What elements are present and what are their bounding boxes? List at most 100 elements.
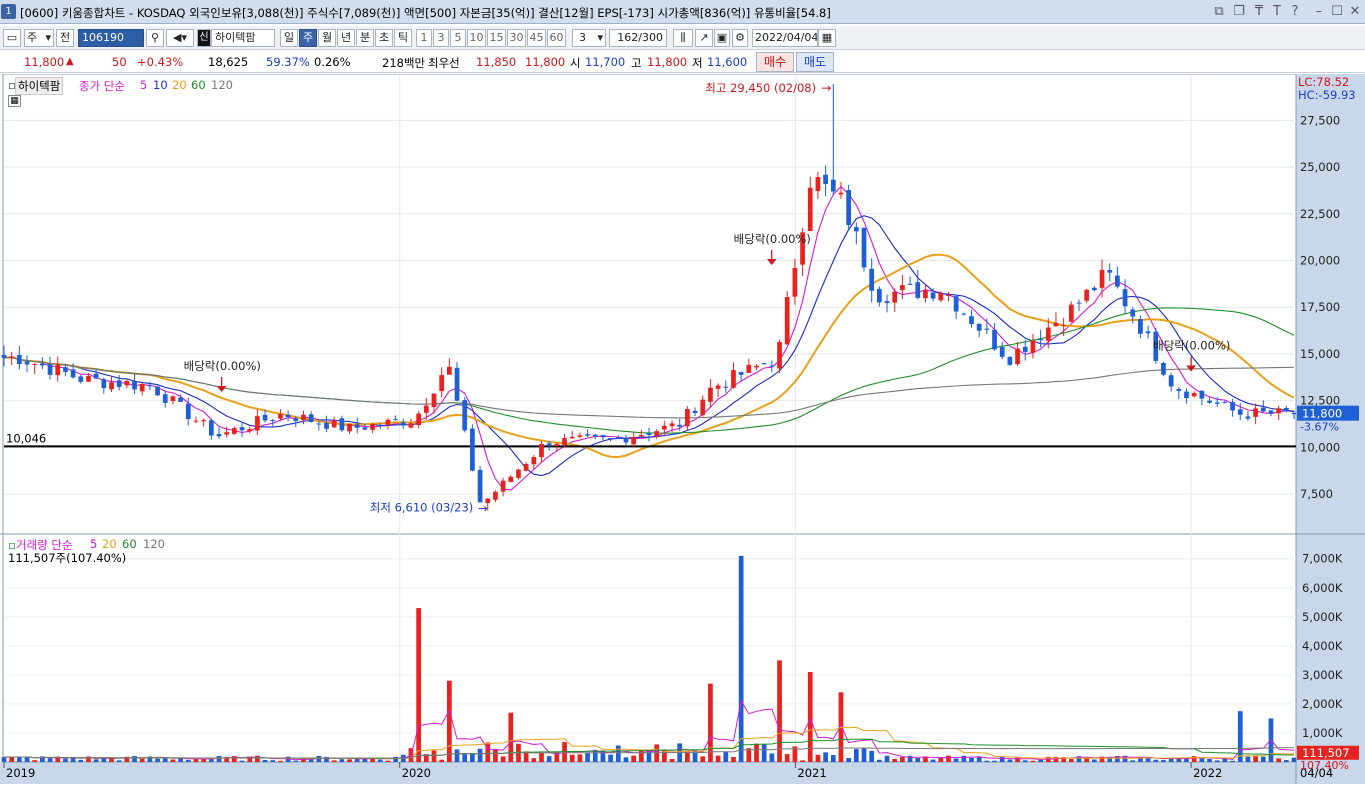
stock-code-input[interactable]: 106190 — [78, 29, 144, 47]
period-button[interactable]: 틱 — [394, 29, 412, 47]
interval-button[interactable]: 45 — [527, 29, 546, 47]
volume-bar — [631, 755, 637, 762]
volume-bar — [1245, 756, 1251, 762]
candle-body — [324, 422, 329, 429]
x-tick-label: 2021 — [797, 766, 826, 780]
x-end-label: 04/04 — [1300, 766, 1333, 780]
restore-layout-icon[interactable]: ⧉ — [1214, 4, 1224, 19]
ma10-legend: 10 — [153, 78, 168, 92]
volume-bar — [953, 758, 959, 762]
stock-type-tag: 신 — [197, 29, 211, 47]
custom-interval-select[interactable]: 3 ▾ — [572, 29, 606, 47]
search-icon[interactable]: ⚲ — [146, 29, 164, 47]
save-icon[interactable]: ▣ — [714, 29, 730, 47]
period-select[interactable]: 주 ▾ — [24, 29, 54, 47]
volume-bar — [708, 683, 713, 762]
volume-bar — [1145, 756, 1151, 762]
interval-button[interactable]: 60 — [547, 29, 566, 47]
interval-button[interactable]: 1 — [416, 29, 432, 47]
volume-bar — [55, 756, 61, 762]
candle-body — [1045, 327, 1051, 341]
candle-body — [677, 424, 683, 427]
close-icon[interactable]: ✕ — [1349, 4, 1361, 19]
volume-panel-icon[interactable]: ▫ — [8, 538, 16, 552]
interval-button[interactable]: 3 — [433, 29, 449, 47]
layout-icon[interactable]: ▭ — [3, 29, 21, 47]
candle-body — [216, 433, 222, 437]
candle-body — [792, 267, 798, 297]
period-button[interactable]: 초 — [375, 29, 393, 47]
font-icon[interactable]: T — [1273, 4, 1281, 19]
period-button[interactable]: 분 — [356, 29, 374, 47]
candle-body — [470, 428, 475, 471]
grid-icon[interactable]: ▦ — [8, 95, 21, 107]
period-button[interactable]: 주 — [299, 29, 317, 47]
candle-body — [247, 429, 253, 432]
buy-button[interactable]: 매수 — [756, 52, 794, 72]
candle-body — [139, 383, 145, 392]
maximize-icon[interactable]: ☐ — [1331, 4, 1343, 19]
period-button[interactable]: 년 — [337, 29, 355, 47]
candle-body — [1222, 401, 1228, 403]
stock-name[interactable]: 하이텍팜 — [211, 29, 275, 47]
candle-body — [462, 400, 468, 431]
volume-bar — [1230, 760, 1235, 762]
volume-bar — [16, 756, 22, 762]
draw-tool-icon[interactable]: ↗ — [695, 29, 713, 47]
interval-button[interactable]: 5 — [450, 29, 466, 47]
candle-body — [1214, 402, 1220, 404]
date-field[interactable]: 2022/04/04 — [752, 29, 818, 47]
chart-area[interactable]: 27,500 25,000 22,500 20,000 17,500 15,000 12,5… — [0, 73, 1365, 784]
minimize-icon[interactable]: – — [1315, 4, 1323, 19]
interval-button[interactable]: 15 — [487, 29, 506, 47]
calendar-icon[interactable]: ▦ — [818, 29, 836, 47]
volume-bar — [1260, 756, 1266, 762]
volume-bar — [155, 758, 160, 762]
gear-icon[interactable]: ⚙ — [732, 29, 748, 47]
period-button[interactable]: 월 — [318, 29, 336, 47]
candle-body — [370, 423, 375, 430]
candle-body — [1283, 407, 1289, 412]
volume-bar — [193, 758, 199, 762]
candle-body — [546, 443, 552, 446]
panel-toggle-icon[interactable]: ▫ — [8, 78, 16, 92]
high-price: 11,800 — [647, 55, 688, 69]
volume-bar — [1291, 757, 1297, 762]
candle-body — [915, 282, 921, 298]
help-icon[interactable]: ? — [1291, 4, 1299, 19]
candle-body — [170, 396, 176, 402]
best-bid: 11,800 — [525, 55, 566, 69]
prev-button[interactable]: 전 — [56, 29, 74, 47]
volume-bar — [685, 750, 690, 762]
candle-body — [838, 192, 844, 195]
copy-window-icon[interactable]: ❐ — [1233, 4, 1245, 19]
candle-type-icon[interactable]: ⫼ — [673, 29, 693, 47]
speaker-icon[interactable]: ◀▾ — [166, 29, 194, 47]
best-ask-label: 최우선 — [428, 56, 460, 70]
pin-icon[interactable]: ₸ — [1254, 4, 1264, 19]
interval-button[interactable]: 30 — [507, 29, 526, 47]
bar-count-field[interactable]: 162/300 — [609, 29, 667, 47]
ma60-legend: 60 — [191, 78, 206, 92]
period-button[interactable]: 일 — [280, 29, 298, 47]
price-tick-label: 10,000 — [1300, 440, 1340, 454]
volume-bar — [723, 751, 729, 762]
window-title: [0600] 키움종합차트 - KOSDAQ 외국인보유[3,088(천)] 주… — [20, 6, 831, 20]
candle-body — [124, 381, 130, 386]
candle-body — [9, 356, 15, 359]
interval-button[interactable]: 10 — [467, 29, 486, 47]
candle-body — [807, 187, 813, 231]
candle-body — [63, 367, 68, 372]
candle-body — [155, 386, 160, 396]
chart-canvas[interactable]: 27,500 25,000 22,500 20,000 17,500 15,000 12,5… — [0, 73, 1365, 784]
volume-bar — [976, 756, 982, 762]
candle-body — [508, 476, 514, 482]
volume-bar — [78, 759, 84, 762]
volume-bar — [1015, 756, 1020, 762]
window-number: 1 — [1, 4, 16, 19]
candle-body — [638, 435, 644, 437]
volume-bar — [170, 759, 176, 762]
volume-bar — [493, 749, 498, 762]
sell-button[interactable]: 매도 — [796, 52, 834, 72]
candle-body — [800, 232, 805, 265]
